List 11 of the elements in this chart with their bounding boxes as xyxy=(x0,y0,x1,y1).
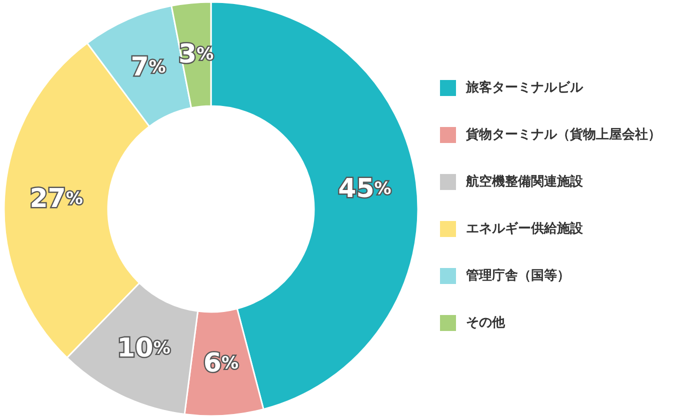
legend-label: その他 xyxy=(466,316,506,330)
data-label: 6% xyxy=(203,348,238,379)
data-label: 10% xyxy=(117,334,170,364)
data-label: 27% xyxy=(30,184,83,214)
legend-label: 管理庁舎（国等） xyxy=(465,268,570,284)
legend-label: 旅客ターミナルビル xyxy=(465,80,584,96)
legend-label: 航空機整備関連施設 xyxy=(465,174,584,190)
data-label: 7% xyxy=(130,52,166,82)
legend-label: 貨物ターミナル（貨物上屋会社） xyxy=(465,126,661,142)
data-label: 45% xyxy=(338,174,392,204)
legend-label: エネルギー供給施設 xyxy=(466,220,584,236)
